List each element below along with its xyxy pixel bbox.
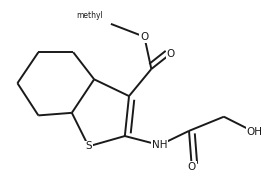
- Text: S: S: [85, 141, 92, 151]
- Text: methyl: methyl: [76, 11, 103, 20]
- Text: NH: NH: [152, 140, 168, 150]
- Text: O: O: [140, 32, 149, 42]
- Text: O: O: [167, 49, 175, 59]
- Text: O: O: [188, 162, 196, 172]
- Text: OH: OH: [246, 127, 262, 137]
